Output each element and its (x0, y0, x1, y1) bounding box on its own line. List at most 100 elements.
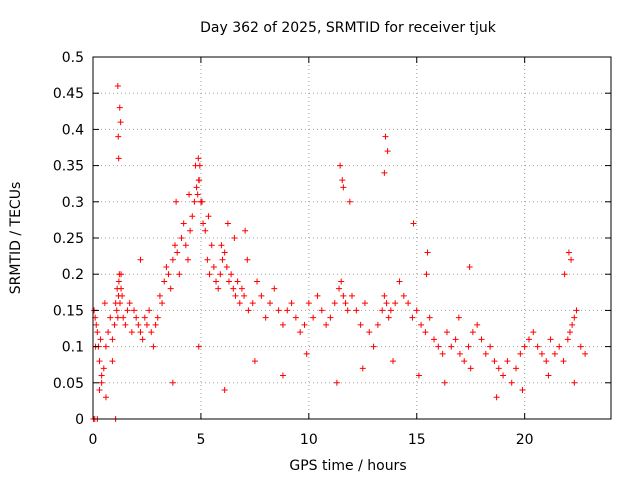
data-point (508, 379, 515, 386)
data-point (279, 372, 286, 379)
data-point (301, 321, 308, 328)
data-point (122, 321, 129, 328)
data-point (491, 358, 498, 365)
data-point (513, 365, 520, 372)
data-point (225, 278, 232, 285)
data-point (346, 198, 353, 205)
data-point (172, 242, 179, 249)
data-point (534, 343, 541, 350)
data-point (195, 343, 202, 350)
data-point (500, 372, 507, 379)
y-tick-label: 0.1 (62, 340, 84, 356)
data-point (165, 271, 172, 278)
data-point (204, 256, 211, 263)
data-point (284, 307, 291, 314)
data-point (452, 336, 459, 343)
data-point (441, 379, 448, 386)
data-point (242, 227, 249, 234)
data-points (90, 82, 589, 422)
data-point (161, 278, 168, 285)
data-point (238, 285, 245, 292)
data-point (152, 321, 159, 328)
data-point (455, 314, 462, 321)
data-point (176, 271, 183, 278)
data-point (435, 343, 442, 350)
data-point (521, 343, 528, 350)
data-point (241, 292, 248, 299)
data-point (568, 256, 575, 263)
data-point (342, 300, 349, 307)
data-point (196, 177, 203, 184)
data-point (551, 350, 558, 357)
data-point (384, 148, 391, 155)
data-point (431, 336, 438, 343)
data-point (100, 365, 107, 372)
data-point (98, 379, 105, 386)
data-point (379, 307, 386, 314)
data-point (101, 300, 108, 307)
data-point (456, 350, 463, 357)
grid (93, 57, 611, 419)
data-point (228, 271, 235, 278)
data-point (561, 271, 568, 278)
data-point (582, 350, 589, 357)
data-point (504, 358, 511, 365)
data-point (400, 292, 407, 299)
data-point (221, 249, 228, 256)
data-point (137, 329, 144, 336)
data-point (474, 321, 481, 328)
data-point (573, 307, 580, 314)
data-point (461, 358, 468, 365)
data-point (231, 235, 238, 241)
y-tick-label: 0.15 (53, 303, 84, 319)
data-point (119, 292, 126, 299)
data-point (224, 220, 231, 227)
data-point (381, 169, 388, 176)
data-point (339, 177, 346, 184)
data-point (382, 133, 389, 140)
data-point (98, 372, 105, 379)
data-point (93, 321, 100, 328)
data-point (116, 300, 123, 307)
data-point (517, 350, 524, 357)
data-point (448, 343, 455, 350)
data-point (571, 314, 578, 321)
data-point (314, 292, 321, 299)
data-point (120, 314, 127, 321)
data-point (571, 379, 578, 386)
data-point (383, 300, 390, 307)
data-point (323, 321, 330, 328)
data-point (424, 249, 431, 256)
data-point (413, 307, 420, 314)
data-point (244, 256, 251, 263)
data-point (187, 227, 194, 234)
y-tick-label: 0.4 (62, 122, 84, 138)
data-point (186, 191, 193, 198)
data-point (114, 82, 121, 89)
data-point (94, 329, 101, 336)
data-point (390, 358, 397, 365)
y-tick-label: 0.5 (62, 50, 84, 66)
y-tick-label: 0 (75, 412, 84, 428)
data-point (232, 292, 239, 299)
x-axis: 0 5 10 15 20 (89, 57, 534, 448)
data-point (97, 336, 104, 343)
data-point (353, 307, 360, 314)
data-point (338, 278, 345, 285)
data-point (387, 307, 394, 314)
data-point (569, 321, 576, 328)
data-point (150, 343, 157, 350)
data-point (385, 314, 392, 321)
data-point (566, 329, 573, 336)
data-point (107, 314, 114, 321)
data-point (423, 271, 430, 278)
data-point (266, 300, 273, 307)
data-point (415, 372, 422, 379)
data-point (547, 336, 554, 343)
data-point (219, 256, 226, 263)
data-point (245, 307, 252, 314)
x-tick-label: 5 (196, 432, 205, 448)
data-point (115, 155, 122, 162)
data-point (543, 358, 550, 365)
data-point (340, 184, 347, 191)
